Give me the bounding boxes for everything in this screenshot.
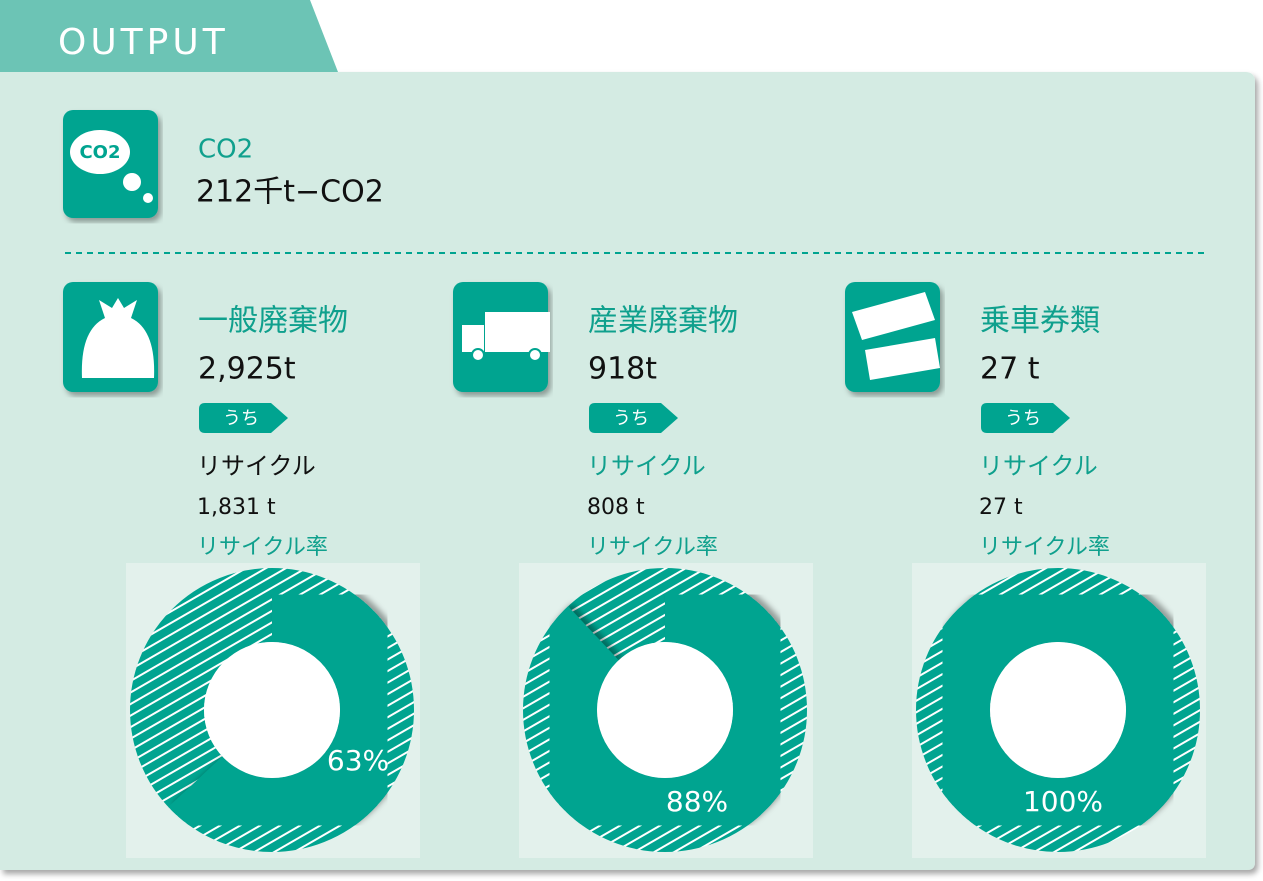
- recycle-label: リサイクル: [587, 452, 706, 480]
- truck-cab: [462, 325, 484, 352]
- tag: うち: [223, 408, 259, 429]
- recycle-label: リサイクル: [979, 452, 1098, 480]
- rate-label: リサイクル率: [979, 535, 1110, 560]
- tag-shape: [589, 403, 678, 433]
- cloud: [143, 193, 153, 203]
- item-amount: 27 t: [980, 352, 1040, 387]
- tag-shape: [199, 403, 288, 433]
- bag: [81, 298, 155, 378]
- rate-label: リサイクル率: [587, 535, 718, 560]
- recycle-amount: 808 t: [587, 495, 645, 520]
- tag: うち: [1005, 408, 1041, 429]
- donut-segment: [130, 568, 414, 852]
- rate-value: 100%: [1023, 785, 1103, 818]
- tag: うち: [613, 408, 649, 429]
- recycle-amount: 27 t: [979, 495, 1023, 520]
- item-title: 乗車券類: [980, 304, 1100, 339]
- co2-title: CO2: [198, 135, 253, 165]
- donut-hole: [990, 642, 1126, 778]
- co2-amount: 212千t−CO2: [196, 175, 384, 210]
- ticket: [865, 338, 940, 380]
- rate-label: リサイクル率: [197, 535, 328, 560]
- item-title: 一般廃棄物: [198, 304, 348, 339]
- rate-value: 88%: [666, 785, 728, 818]
- donut-hole: [204, 642, 340, 778]
- wheel: [528, 348, 542, 362]
- truck-body: [485, 312, 550, 352]
- tab: [0, 0, 338, 72]
- rate-value: 63%: [327, 744, 389, 777]
- item-amount: 2,925t: [198, 352, 296, 387]
- header-title: OUTPUT: [58, 22, 229, 63]
- donut-hole: [597, 642, 733, 778]
- item-title: 産業廃棄物: [588, 304, 738, 339]
- cloud: [70, 130, 130, 174]
- icons: [63, 282, 940, 392]
- item-amount: 918t: [588, 352, 657, 387]
- donut-segment: [916, 568, 1200, 852]
- donut-segment: [523, 568, 807, 852]
- recycle-amount: 1,831 t: [197, 495, 276, 520]
- co2-icon-label: CO2: [79, 142, 120, 163]
- recycle-label: リサイクル: [197, 452, 316, 480]
- wheel: [471, 348, 485, 362]
- cloud: [123, 173, 141, 191]
- tag-shape: [981, 403, 1070, 433]
- ticket: [852, 292, 935, 340]
